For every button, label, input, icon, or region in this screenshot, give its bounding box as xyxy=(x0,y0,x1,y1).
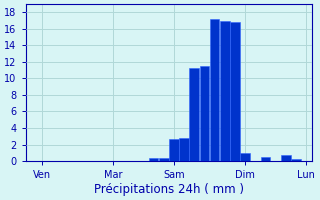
Bar xyxy=(149,158,158,161)
Bar xyxy=(169,139,179,161)
Bar xyxy=(240,153,250,161)
Bar xyxy=(260,157,270,161)
Bar xyxy=(220,21,229,161)
Bar xyxy=(200,66,209,161)
Bar xyxy=(281,155,291,161)
Bar xyxy=(159,158,169,161)
Bar xyxy=(230,22,240,161)
X-axis label: Précipitations 24h ( mm ): Précipitations 24h ( mm ) xyxy=(94,183,244,196)
Bar xyxy=(291,159,301,161)
Bar xyxy=(179,138,189,161)
Bar xyxy=(189,68,199,161)
Bar xyxy=(210,19,220,161)
